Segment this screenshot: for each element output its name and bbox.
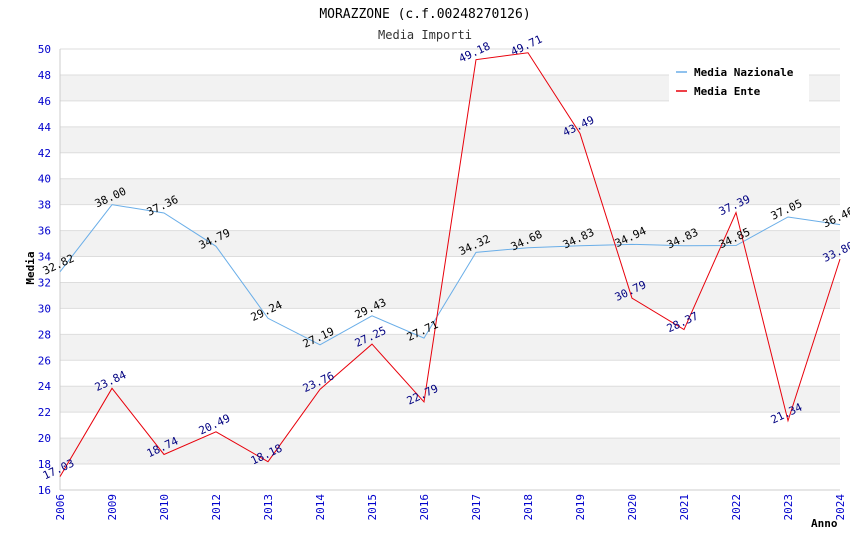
x-tick-label: 2016 xyxy=(418,494,431,521)
x-tick-label: 2015 xyxy=(366,494,379,521)
grid-band xyxy=(60,178,840,205)
legend: Media Nazionale Media Ente xyxy=(669,59,809,102)
grid-band xyxy=(60,126,840,153)
y-tick-label: 24 xyxy=(38,380,52,393)
x-tick-label: 2010 xyxy=(158,494,171,521)
grid-band xyxy=(60,230,840,257)
y-tick-label: 44 xyxy=(38,121,52,134)
x-axis-ticks: 2006 2009 2010 2012 2013 2014 2015 2016 2017 2018… xyxy=(54,494,847,521)
x-tick-label: 2018 xyxy=(522,494,535,521)
y-tick-label: 50 xyxy=(38,43,51,56)
grid-band xyxy=(60,438,840,465)
chart-title: MORAZZONE (c.f.00248270126) xyxy=(319,7,530,22)
y-tick-label: 16 xyxy=(38,484,51,497)
legend-entry: Media Nazionale xyxy=(694,66,794,79)
grid-band xyxy=(60,334,840,361)
grid-bands xyxy=(60,48,840,491)
y-tick-label: 30 xyxy=(38,302,51,315)
y-tick-label: 38 xyxy=(38,199,51,212)
y-tick-label: 18 xyxy=(38,458,51,471)
y-tick-label: 32 xyxy=(38,276,51,289)
x-tick-label: 2014 xyxy=(314,494,327,521)
series-line-media-nazionale xyxy=(59,204,841,346)
x-axis-label: Anno xyxy=(811,517,838,530)
x-tick-label: 2009 xyxy=(106,494,119,521)
y-tick-label: 42 xyxy=(38,147,51,160)
y-tick-label: 48 xyxy=(38,69,51,82)
y-tick-label: 34 xyxy=(38,251,52,264)
chart-subtitle: Media Importi xyxy=(378,28,472,42)
x-tick-label: 2020 xyxy=(626,494,639,521)
y-tick-label: 28 xyxy=(38,328,51,341)
y-tick-label: 22 xyxy=(38,406,51,419)
x-tick-label: 2013 xyxy=(262,494,275,521)
y-tick-label: 40 xyxy=(38,173,51,186)
y-tick-label: 46 xyxy=(38,95,51,108)
grid-band xyxy=(60,386,840,413)
x-tick-label: 2021 xyxy=(678,494,691,521)
y-axis-ticks: 16 18 20 22 24 26 28 30 32 34 36 38 40 42 44 46 48 50 xyxy=(38,43,52,497)
x-tick-label: 2022 xyxy=(730,494,743,521)
x-tick-label: 2023 xyxy=(782,494,795,521)
x-tick-label: 2012 xyxy=(210,494,223,521)
y-axis-label: Media xyxy=(24,251,37,284)
x-tick-label: 2017 xyxy=(470,494,483,521)
legend-box xyxy=(669,59,809,102)
y-tick-label: 26 xyxy=(38,354,51,367)
plot-area xyxy=(60,49,840,490)
x-tick-label: 2024 xyxy=(834,494,847,521)
series-line-media-ente xyxy=(59,52,841,477)
legend-entry: Media Ente xyxy=(694,85,761,98)
x-tick-label: 2006 xyxy=(54,494,67,521)
y-tick-label: 36 xyxy=(38,225,51,238)
y-tick-label: 20 xyxy=(38,432,51,445)
x-tick-label: 2019 xyxy=(574,494,587,521)
